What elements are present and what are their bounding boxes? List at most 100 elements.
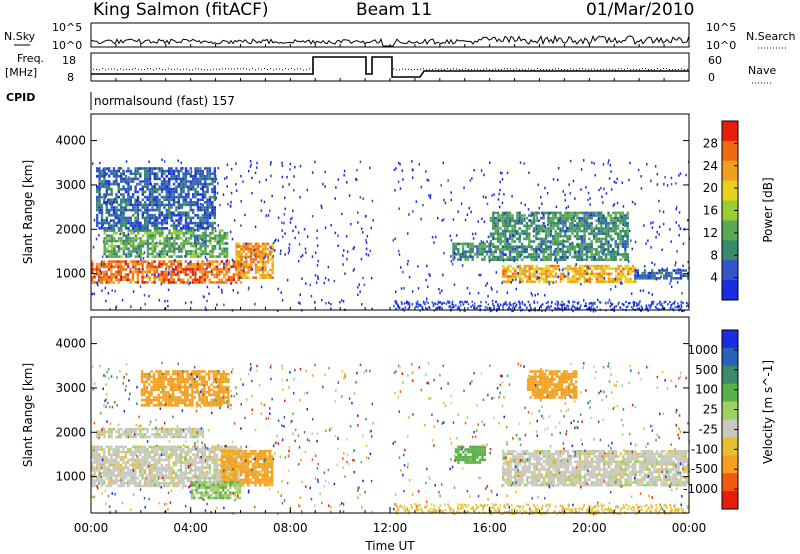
- power-cell: [139, 242, 142, 245]
- power-cell: [453, 283, 456, 286]
- nave-point: [522, 68, 523, 70]
- power-cell: [397, 305, 399, 308]
- power-cell: [504, 237, 507, 241]
- power-cell: [187, 169, 190, 173]
- power-cell: [514, 267, 517, 270]
- power-cell: [585, 222, 589, 225]
- power-cell: [103, 231, 106, 235]
- power-cell: [408, 301, 410, 304]
- power-cell: [168, 242, 171, 245]
- power-cell: [266, 253, 270, 256]
- velocity-cell: [112, 471, 115, 475]
- power-y-tick-label: 4000: [55, 134, 86, 148]
- power-cell: [494, 250, 497, 254]
- power-cell: [457, 210, 459, 213]
- power-cell: [98, 211, 101, 214]
- power-cell: [173, 239, 176, 243]
- power-cell: [182, 225, 185, 229]
- power-cell: [627, 260, 630, 263]
- nave-point: [300, 68, 301, 70]
- nave-point: [303, 69, 304, 71]
- power-cell: [417, 303, 420, 306]
- power-cell: [130, 254, 132, 258]
- velocity-cell: [170, 476, 173, 480]
- power-cell: [337, 234, 339, 237]
- power-cell: [578, 229, 581, 233]
- power-cell: [569, 264, 572, 268]
- power-cell: [574, 277, 577, 281]
- power-cell: [189, 255, 193, 258]
- power-cell: [235, 247, 238, 251]
- power-cell: [196, 260, 199, 263]
- power-cell: [103, 167, 106, 170]
- power-cell: [610, 280, 613, 283]
- velocity-cell: [110, 458, 113, 462]
- power-cell: [245, 245, 248, 248]
- power-cell: [98, 268, 101, 271]
- power-cell: [108, 174, 110, 177]
- power-cell: [100, 221, 104, 225]
- power-cell: [566, 229, 569, 233]
- power-cell: [230, 265, 233, 269]
- velocity-cell: [167, 448, 171, 451]
- power-cell: [172, 190, 176, 194]
- velocity-cell: [170, 471, 173, 475]
- power-cell: [221, 237, 224, 240]
- power-cell: [561, 248, 565, 251]
- power-cell: [532, 240, 536, 243]
- power-cell: [594, 309, 597, 312]
- power-cell: [215, 265, 219, 269]
- power-cell: [619, 214, 622, 217]
- power-cell: [208, 292, 210, 295]
- nsearch-tick-high: 10^5: [706, 21, 736, 34]
- power-cell: [568, 183, 570, 186]
- power-cell: [127, 229, 130, 232]
- power-cell: [395, 300, 397, 303]
- power-cell: [281, 161, 283, 165]
- power-cell: [486, 282, 489, 285]
- power-cell: [590, 224, 593, 228]
- velocity-cell: [158, 476, 161, 480]
- power-cell: [528, 237, 531, 241]
- power-cell: [263, 257, 265, 260]
- velocity-cell: [165, 458, 168, 462]
- power-cell: [535, 229, 538, 233]
- power-y-label: Slant Range [km]: [21, 160, 35, 264]
- power-cell: [555, 205, 558, 209]
- power-cell: [163, 242, 166, 245]
- power-cell: [506, 171, 509, 175]
- power-cell: [137, 237, 140, 240]
- velocity-cell: [141, 445, 144, 449]
- power-cell: [619, 306, 621, 309]
- power-cell: [204, 167, 207, 170]
- power-cell: [119, 166, 121, 170]
- power-cell: [489, 250, 493, 254]
- power-cell: [105, 229, 109, 232]
- power-cell: [588, 250, 591, 254]
- power-cell: [240, 268, 243, 272]
- power-cell: [206, 299, 208, 303]
- power-cell: [515, 287, 517, 291]
- power-cell: [100, 216, 104, 220]
- power-cell: [540, 304, 543, 307]
- power-cell: [237, 263, 241, 266]
- power-cell: [153, 227, 156, 230]
- power-cell: [141, 262, 144, 266]
- power-cell: [626, 232, 629, 235]
- power-cell: [565, 206, 567, 210]
- power-cell: [134, 270, 137, 274]
- power-cell: [542, 216, 545, 220]
- power-cell: [489, 161, 491, 164]
- power-cell: [115, 275, 118, 279]
- power-cell: [590, 240, 593, 243]
- power-cell: [200, 187, 202, 190]
- power-cell: [636, 269, 639, 272]
- power-cell: [160, 211, 164, 214]
- power-cell: [366, 235, 369, 238]
- power-cell: [187, 193, 190, 196]
- power-cell: [418, 163, 421, 166]
- power-cell: [649, 306, 651, 309]
- power-cell: [211, 262, 214, 266]
- power-cell: [543, 294, 546, 297]
- power-cell: [105, 208, 108, 212]
